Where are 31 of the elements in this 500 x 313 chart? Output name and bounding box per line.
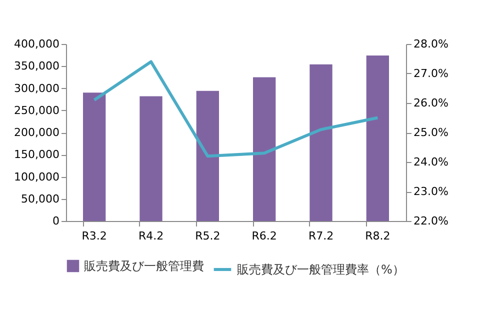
bar (253, 77, 276, 221)
bar (140, 96, 162, 221)
bar (196, 90, 219, 221)
y-tick-label: 400,000 (14, 38, 60, 50)
y2-tick-label: 27.0% (414, 67, 448, 80)
y-tick-label: 100,000 (14, 170, 60, 184)
y-tick-label: 50,000 (21, 192, 60, 206)
x-tick-label: R4.2 (138, 230, 164, 242)
x-tick-label: R6.2 (252, 230, 277, 242)
line-series (92, 60, 380, 158)
y2-tick-label: 28.0% (414, 38, 448, 50)
legend-label: 販売費及び一般管理費 (84, 259, 204, 273)
x-tick-label: R8.2 (365, 230, 390, 242)
y-tick-label: 0 (52, 214, 60, 228)
legend-label: 販売費及び一般管理費率（%） (237, 262, 404, 276)
bar (310, 64, 332, 221)
y-tick-label: 350,000 (14, 60, 60, 73)
x-tick-label: R3.2 (82, 230, 107, 242)
y-tick-label: 200,000 (14, 126, 60, 139)
y-tick-label: 300,000 (14, 82, 60, 95)
bar (366, 56, 389, 221)
y2-tick-label: 25.0% (414, 126, 448, 139)
y2-tick-label: 22.0% (414, 214, 448, 228)
y-tick-label: 250,000 (14, 104, 60, 117)
y2-tick-label: 24.0% (414, 156, 448, 168)
bar (83, 92, 106, 221)
x-tick-label: R7.2 (308, 230, 334, 242)
x-tick-label: R5.2 (195, 230, 220, 242)
y2-tick-label: 26.0% (414, 96, 448, 110)
y-tick-label: 150,000 (14, 148, 60, 162)
y2-tick-label: 23.0% (414, 185, 448, 198)
